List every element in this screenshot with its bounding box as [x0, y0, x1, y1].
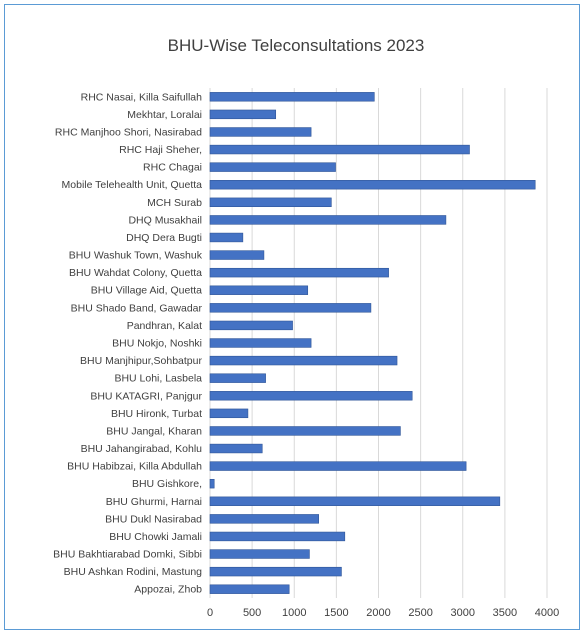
bar [209, 162, 336, 172]
category-label: BHU Bakhtiarabad Domki, Sibbi [53, 549, 202, 561]
category-label: BHU Jangal, Kharan [106, 425, 202, 437]
category-label: Appozai, Zhob [134, 584, 202, 596]
x-tick-labels: 0 500 1000 1500 2000 2500 3000 3500 4000 [207, 607, 559, 619]
x-tick-label: 2000 [366, 607, 390, 619]
category-label: MCH Surab [147, 197, 202, 209]
x-tick-label: 4000 [535, 607, 559, 619]
bar [209, 514, 319, 524]
bar [209, 92, 375, 102]
bar [209, 478, 215, 489]
bar [209, 496, 501, 506]
category-label: BHU Washuk Town, Washuk [69, 250, 203, 262]
bar [209, 584, 290, 594]
category-label: BHU Manjhipur,Sohbatpur [80, 355, 202, 367]
bar [209, 197, 332, 208]
category-label: Mekhtar, Loralai [127, 109, 202, 121]
category-label: BHU Ghurmi, Harnai [106, 496, 202, 508]
bar [209, 109, 277, 120]
bar [209, 391, 413, 401]
category-label: DHQ Dera Bugti [126, 232, 202, 244]
category-label: BHU Jahangirabad, Kohlu [81, 443, 203, 455]
bar [209, 408, 249, 419]
category-label: RHC Nasai, Killa Saifullah [81, 91, 203, 103]
category-label: BHU Nokjo, Noshki [112, 338, 202, 350]
category-label: BHU Habibzai, Killa Abdullah [67, 461, 202, 473]
x-tick-label: 0 [207, 607, 213, 619]
bar [209, 461, 467, 471]
category-label: BHU Hironk, Turbat [111, 408, 202, 420]
category-label: BHU Gishkore, [132, 478, 202, 490]
category-label: RHC Haji Sheher, [119, 144, 202, 156]
bar [209, 215, 447, 225]
category-label: BHU Wahdat Colony, Quetta [69, 267, 202, 279]
bar [209, 443, 263, 454]
bar [209, 426, 401, 436]
bar [209, 144, 470, 155]
x-tick-label: 3000 [451, 607, 475, 619]
category-label: RHC Manjhoo Shori, Nasirabad [55, 126, 202, 138]
x-tick-label: 3500 [493, 607, 517, 619]
category-label: Pandhran, Kalat [127, 320, 202, 332]
bar [209, 355, 398, 366]
x-tick-label: 1000 [282, 607, 306, 619]
bar [209, 232, 244, 243]
category-label: DHQ Musakhail [128, 214, 202, 226]
bar [209, 180, 536, 190]
category-label: BHU Chowki Jamali [109, 531, 202, 543]
bars [209, 92, 536, 594]
chart-frame: BHU-Wise Teleconsultations 2023 RHC Nasa… [4, 4, 580, 630]
bar [209, 320, 293, 331]
bar [209, 303, 372, 313]
bar [209, 267, 389, 278]
bar [209, 285, 309, 295]
chart-title: BHU-Wise Teleconsultations 2023 [168, 36, 425, 55]
x-tick-label: 500 [243, 607, 261, 619]
category-label: BHU Ashkan Rodini, Mastung [64, 566, 202, 578]
category-labels: RHC Nasai, Killa Saifullah Mekhtar, Loral… [53, 91, 203, 595]
bar [209, 566, 342, 577]
bar-chart: BHU-Wise Teleconsultations 2023 RHC Nasa… [53, 36, 559, 619]
bar [209, 373, 266, 383]
bar [209, 338, 312, 348]
category-label: BHU KATAGRI, Panjgur [90, 390, 202, 402]
bar [209, 531, 346, 542]
category-label: Mobile Telehealth Unit, Quetta [62, 179, 203, 191]
category-label: BHU Lohi, Lasbela [114, 373, 202, 385]
x-tick-label: 1500 [324, 607, 348, 619]
bar [209, 250, 265, 260]
category-label: BHU Dukl Nasirabad [105, 513, 202, 525]
category-label: BHU Village Aid, Quetta [91, 285, 202, 297]
gridlines [209, 88, 548, 598]
category-label: BHU Shado Band, Gawadar [71, 302, 203, 314]
x-tick-label: 2500 [408, 607, 432, 619]
bar [209, 549, 310, 559]
category-label: RHC Chagai [143, 162, 202, 174]
bar [209, 127, 312, 137]
